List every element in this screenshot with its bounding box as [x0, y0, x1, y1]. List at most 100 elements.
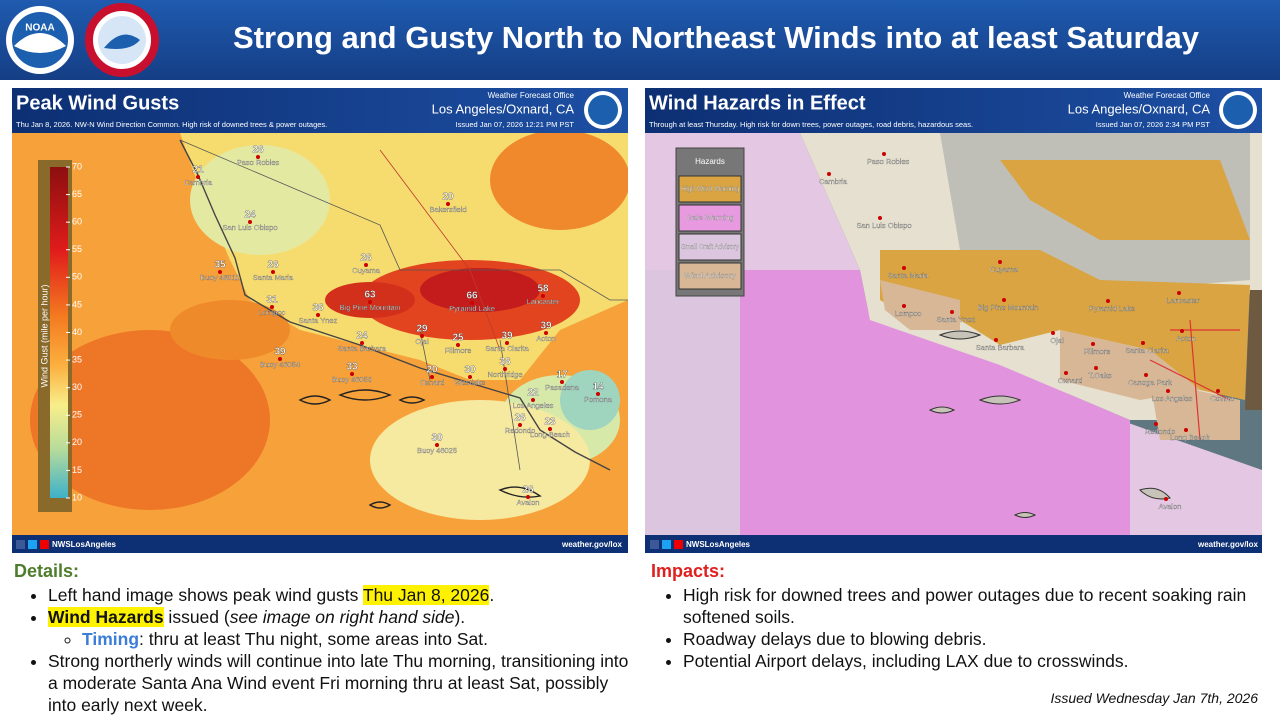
place-dot — [1106, 299, 1110, 303]
place-dot — [1177, 291, 1181, 295]
place-name: Avalon — [1159, 502, 1182, 511]
gust-value: 39 — [501, 331, 513, 342]
gust-value: 66 — [466, 291, 478, 302]
text: Left hand image shows peak wind gusts — [48, 585, 363, 605]
text: : thru at least Thu night, some areas in… — [139, 629, 488, 649]
station-dot — [364, 263, 368, 267]
legend-label: Small Craft Advisory — [681, 242, 739, 251]
station-dot — [316, 313, 320, 317]
details-heading: Details: — [14, 561, 80, 581]
place-dot — [950, 310, 954, 314]
impacts-heading: Impacts: — [651, 561, 726, 581]
gust-value: 24 — [356, 331, 368, 342]
place-dot — [994, 338, 998, 342]
text: . — [489, 585, 495, 605]
colorbar-tick-label: 30 — [72, 382, 82, 392]
bullet: Strong northerly winds will continue int… — [48, 650, 634, 716]
station-dot — [548, 427, 552, 431]
station-dot — [596, 392, 600, 396]
office-name: Los Angeles/Oxnard, CA — [1068, 101, 1211, 116]
hazard-map — [645, 133, 1262, 535]
slide: NOAA Strong and Gusty North to Northeast… — [0, 0, 1280, 553]
bullet: Wind Hazards issued (see image on right … — [48, 606, 634, 650]
place-name: Covina — [1210, 394, 1234, 403]
place-dot — [1094, 366, 1098, 370]
gust-value: 58 — [537, 284, 549, 295]
place-name: Buoy 46011 — [200, 273, 239, 282]
place-name: Pasadena — [545, 383, 580, 392]
place-dot — [902, 266, 906, 270]
issued-note: Issued Wednesday Jan 7th, 2026 — [1050, 690, 1258, 706]
colorbar-tick-label: 60 — [72, 217, 82, 227]
place-name: Lancaster — [527, 297, 560, 306]
gust-value: 26 — [360, 253, 372, 264]
footer-social: NWSLosAngeles — [52, 540, 117, 549]
place-name: Westlake — [455, 378, 486, 387]
place-dot — [1141, 341, 1145, 345]
gust-value: 36 — [499, 357, 511, 368]
colorbar-tick-label: 55 — [72, 244, 82, 254]
place-name: San Luis Obispo — [856, 221, 911, 230]
place-name: Acton — [536, 334, 555, 343]
gust-value: 39 — [274, 347, 286, 358]
station-dot — [541, 294, 545, 298]
youtube-icon — [674, 540, 683, 549]
place-dot — [1051, 331, 1055, 335]
place-name: Cambria — [819, 177, 848, 186]
station-dot — [350, 372, 354, 376]
panel-header — [645, 88, 1262, 133]
svg-text:NOAA: NOAA — [25, 23, 54, 34]
place-name: Lancaster — [1167, 296, 1200, 305]
place-name: Redondo — [505, 426, 535, 435]
place-dot — [1144, 373, 1148, 377]
station-dot — [503, 367, 507, 371]
twitter-icon — [662, 540, 671, 549]
gust-value: 21 — [192, 165, 204, 176]
panel-title: Peak Wind Gusts — [16, 92, 179, 114]
gust-map — [12, 133, 628, 535]
issued-time: Issued Jan 07, 2026 12:21 PM PST — [456, 120, 575, 129]
place-dot — [1164, 497, 1168, 501]
place-name: Santa Barbara — [338, 344, 387, 353]
place-name: Los Angeles — [1152, 394, 1193, 403]
legend-swatch — [678, 175, 742, 203]
panel-title: Wind Hazards in Effect — [649, 92, 866, 114]
panel-subtitle: Through at least Thursday. High risk for… — [649, 120, 973, 129]
highlight: Thu Jan 8, 2026 — [362, 585, 490, 605]
gust-value: 17 — [556, 370, 568, 381]
nws-logo — [85, 3, 159, 77]
place-dot — [882, 152, 886, 156]
station-dot — [278, 357, 282, 361]
place-name: Long Beach — [1170, 433, 1210, 442]
place-dot — [1091, 342, 1095, 346]
station-dot — [368, 300, 372, 304]
station-dot — [456, 343, 460, 347]
legend-title: Hazards — [695, 157, 725, 166]
place-dot — [1002, 298, 1006, 302]
bullet: Roadway delays due to blowing debris. — [683, 628, 1271, 650]
place-name: Paso Robles — [867, 157, 910, 166]
footer-social: NWSLosAngeles — [686, 540, 751, 549]
station-dot — [248, 220, 252, 224]
place-name: Pomona — [584, 395, 613, 404]
facebook-icon — [16, 540, 25, 549]
noaa-logo: NOAA — [6, 6, 74, 74]
station-dot — [435, 443, 439, 447]
place-dot — [1154, 422, 1158, 426]
header-band — [0, 0, 1280, 80]
place-name: Ojai — [1050, 336, 1064, 345]
place-dot — [902, 304, 906, 308]
label: Timing — [82, 629, 140, 649]
place-name: Canoga Park — [1128, 378, 1172, 387]
place-name: Santa Clarita — [485, 344, 529, 353]
colorbar-tick-label: 40 — [72, 327, 82, 337]
colorbar-label: Wind Gust (mile per hour) — [39, 284, 49, 387]
station-dot — [430, 375, 434, 379]
station-dot — [218, 270, 222, 274]
place-name: Santa Ynez — [937, 315, 976, 324]
gust-value: 35 — [214, 260, 226, 271]
place-name: Buoy 46053 — [332, 375, 372, 384]
place-name: Oxnard — [1058, 376, 1083, 385]
place-name: Acton — [1176, 334, 1195, 343]
